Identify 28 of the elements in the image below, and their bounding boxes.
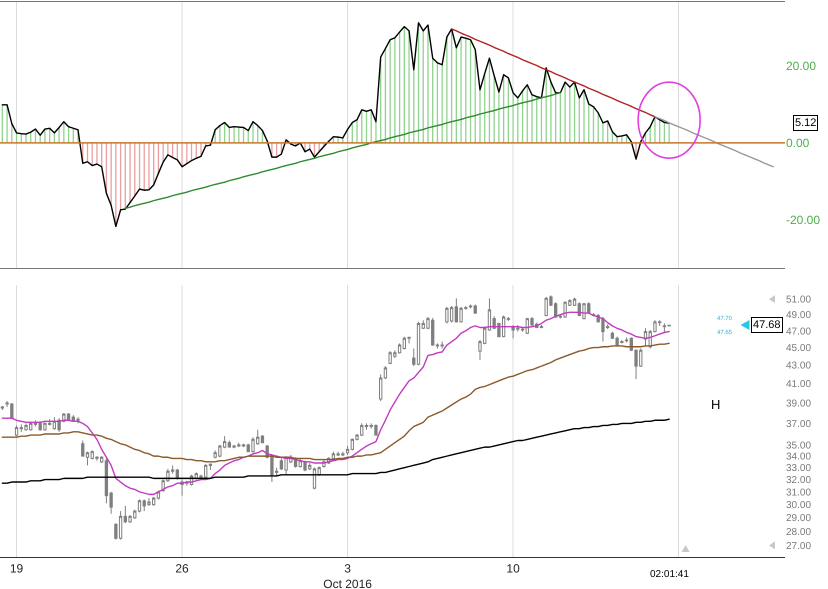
y-tick-label: 49.00 [786,310,812,322]
y-tick-label: 0.00 [786,136,810,150]
y-tick-label: 43.00 [786,360,812,372]
x-tick-label: 26 [175,561,190,576]
y-tick-label: 35.00 [786,440,812,452]
text: 5.12 [795,117,816,129]
y-tick-label: 39.00 [786,398,812,410]
y-tick-label: 47.00 [786,326,812,338]
y-tick-label: 29.00 [786,513,812,524]
text: 02:01:41 [650,569,690,580]
y-tick-label: -20.00 [786,213,820,228]
x-tick-label: 3 Oct 2016 [323,561,372,589]
y-tick-label: 32.00 [786,475,812,486]
annotation: 47.68 [753,319,781,331]
y-tick-label: 28.00 [786,526,812,538]
y-tick-label: 27.00 [786,540,812,552]
y-tick-label: 31.00 [786,487,812,498]
y-tick-label: 41.00 [786,379,812,390]
y-tick-label: 33.00 [786,463,812,474]
y-tick-label: 34.00 [786,452,812,463]
y-tick-label: 45.00 [786,343,812,354]
y-tick-label: 51.00 [786,294,812,306]
y-tick-label: 20.00 [786,59,816,74]
x-tick-label: 10 [506,561,520,576]
y-tick-label: 37.00 [786,418,812,430]
annotation: H [711,397,720,412]
x-tick-label: 19 [10,561,24,576]
y-tick-label: 30.00 [786,500,812,512]
